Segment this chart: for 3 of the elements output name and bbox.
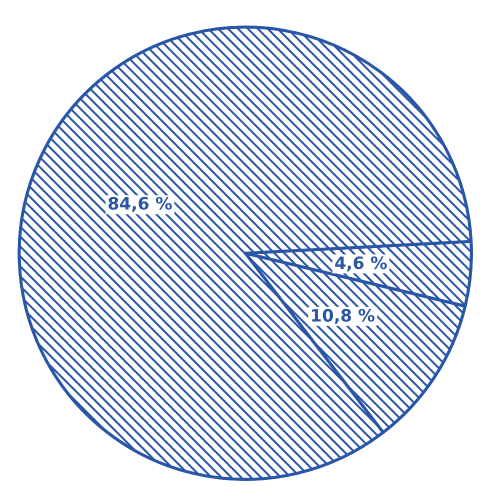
data-label: 10,8 % (310, 306, 376, 326)
data-label: 84,6 % (107, 194, 172, 215)
data-label: 4,6 % (334, 254, 388, 274)
